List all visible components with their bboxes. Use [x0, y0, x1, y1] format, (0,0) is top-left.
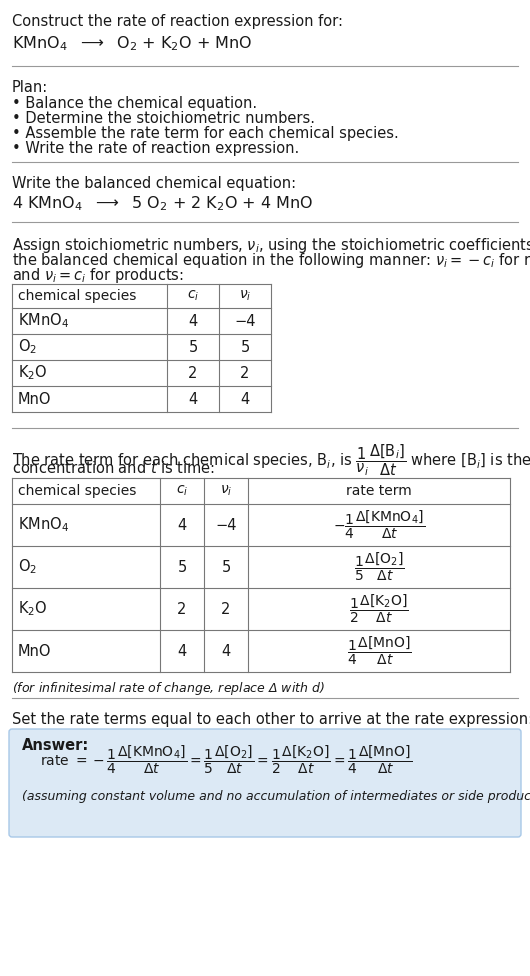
- Text: O$_2$: O$_2$: [18, 557, 37, 577]
- Text: 5: 5: [241, 340, 250, 354]
- Text: 5: 5: [188, 340, 198, 354]
- Text: 5: 5: [178, 559, 187, 575]
- Text: −4: −4: [215, 517, 237, 533]
- Text: rate $= -\dfrac{1}{4}\dfrac{\Delta[\mathrm{KMnO_4}]}{\Delta t} = \dfrac{1}{5}\df: rate $= -\dfrac{1}{4}\dfrac{\Delta[\math…: [40, 744, 412, 776]
- Text: Assign stoichiometric numbers, $\nu_i$, using the stoichiometric coefficients, $: Assign stoichiometric numbers, $\nu_i$, …: [12, 236, 530, 255]
- Text: 4: 4: [178, 643, 187, 659]
- Text: 4: 4: [188, 313, 198, 329]
- Text: K$_2$O: K$_2$O: [18, 364, 48, 383]
- Text: −4: −4: [234, 313, 256, 329]
- Text: 4 KMnO$_4$  $\longrightarrow$  5 O$_2$ + 2 K$_2$O + 4 MnO: 4 KMnO$_4$ $\longrightarrow$ 5 O$_2$ + 2…: [12, 194, 313, 213]
- Text: and $\nu_i = c_i$ for products:: and $\nu_i = c_i$ for products:: [12, 266, 184, 285]
- Text: rate term: rate term: [346, 484, 412, 498]
- FancyBboxPatch shape: [9, 729, 521, 837]
- Text: KMnO$_4$  $\longrightarrow$  O$_2$ + K$_2$O + MnO: KMnO$_4$ $\longrightarrow$ O$_2$ + K$_2$…: [12, 34, 252, 53]
- Text: Answer:: Answer:: [22, 738, 89, 753]
- Text: • Assemble the rate term for each chemical species.: • Assemble the rate term for each chemic…: [12, 126, 399, 141]
- Text: 2: 2: [188, 365, 198, 381]
- Text: • Determine the stoichiometric numbers.: • Determine the stoichiometric numbers.: [12, 111, 315, 126]
- Text: $\dfrac{1}{5}\dfrac{\Delta[\mathrm{O_2}]}{\Delta t}$: $\dfrac{1}{5}\dfrac{\Delta[\mathrm{O_2}]…: [354, 550, 404, 584]
- Text: $\dfrac{1}{4}\dfrac{\Delta[\mathrm{MnO}]}{\Delta t}$: $\dfrac{1}{4}\dfrac{\Delta[\mathrm{MnO}]…: [347, 634, 411, 668]
- Text: Set the rate terms equal to each other to arrive at the rate expression:: Set the rate terms equal to each other t…: [12, 712, 530, 727]
- Text: • Write the rate of reaction expression.: • Write the rate of reaction expression.: [12, 141, 299, 156]
- Text: MnO: MnO: [18, 643, 51, 659]
- Text: $c_i$: $c_i$: [176, 484, 188, 498]
- Text: $-\dfrac{1}{4}\dfrac{\Delta[\mathrm{KMnO_4}]}{\Delta t}$: $-\dfrac{1}{4}\dfrac{\Delta[\mathrm{KMnO…: [333, 508, 425, 541]
- Text: the balanced chemical equation in the following manner: $\nu_i = -c_i$ for react: the balanced chemical equation in the fo…: [12, 251, 530, 270]
- Text: 4: 4: [178, 517, 187, 533]
- Text: 2: 2: [240, 365, 250, 381]
- Text: The rate term for each chemical species, B$_i$, is $\dfrac{1}{\nu_i}\dfrac{\Delt: The rate term for each chemical species,…: [12, 442, 530, 477]
- Text: 2: 2: [222, 601, 231, 617]
- Text: $\nu_i$: $\nu_i$: [239, 289, 251, 304]
- Text: 5: 5: [222, 559, 231, 575]
- Text: 4: 4: [241, 391, 250, 406]
- Text: MnO: MnO: [18, 391, 51, 406]
- Text: $\dfrac{1}{2}\dfrac{\Delta[\mathrm{K_2O}]}{\Delta t}$: $\dfrac{1}{2}\dfrac{\Delta[\mathrm{K_2O}…: [349, 592, 409, 626]
- Text: KMnO$_4$: KMnO$_4$: [18, 311, 69, 330]
- Text: chemical species: chemical species: [18, 289, 136, 303]
- Text: (assuming constant volume and no accumulation of intermediates or side products): (assuming constant volume and no accumul…: [22, 790, 530, 803]
- Text: chemical species: chemical species: [18, 484, 136, 498]
- Text: 2: 2: [178, 601, 187, 617]
- Text: O$_2$: O$_2$: [18, 338, 37, 356]
- Text: $\nu_i$: $\nu_i$: [220, 484, 232, 498]
- Text: (for infinitesimal rate of change, replace Δ with $d$): (for infinitesimal rate of change, repla…: [12, 680, 325, 697]
- Text: $c_i$: $c_i$: [187, 289, 199, 304]
- Text: 4: 4: [222, 643, 231, 659]
- Text: K$_2$O: K$_2$O: [18, 599, 48, 619]
- Text: KMnO$_4$: KMnO$_4$: [18, 515, 69, 534]
- Text: concentration and $t$ is time:: concentration and $t$ is time:: [12, 460, 215, 476]
- Text: Construct the rate of reaction expression for:: Construct the rate of reaction expressio…: [12, 14, 343, 29]
- Text: Write the balanced chemical equation:: Write the balanced chemical equation:: [12, 176, 296, 191]
- Text: • Balance the chemical equation.: • Balance the chemical equation.: [12, 96, 257, 111]
- Text: 4: 4: [188, 391, 198, 406]
- Text: Plan:: Plan:: [12, 80, 48, 95]
